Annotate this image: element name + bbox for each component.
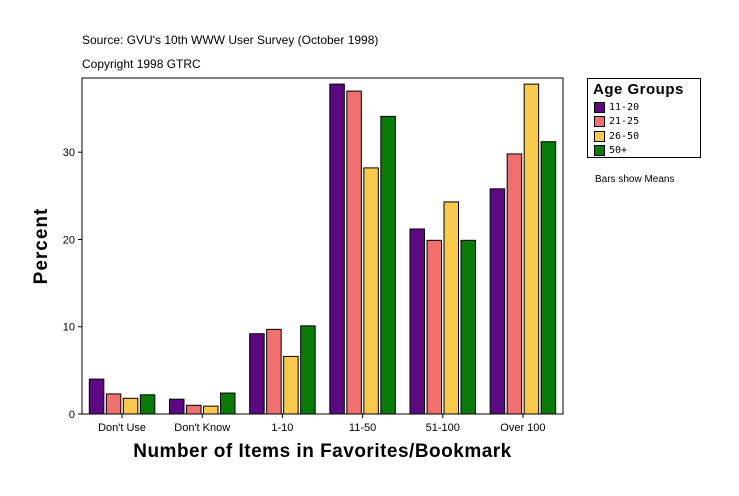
copyright-text: Copyright 1998 GTRC	[82, 57, 201, 71]
bar	[346, 90, 362, 415]
bar	[363, 167, 379, 415]
legend-swatch	[594, 130, 605, 142]
legend-label: 21-25	[609, 116, 640, 127]
bar	[329, 83, 345, 415]
plot-frame	[81, 77, 564, 415]
bar	[283, 355, 299, 415]
x-tick-label: Don't Know	[174, 422, 230, 434]
y-tick-label: 20	[63, 234, 75, 246]
bar	[266, 328, 282, 415]
y-tick-label: 0	[69, 409, 75, 421]
legend-label: 50+	[609, 145, 628, 156]
bar	[88, 378, 105, 415]
bar	[169, 398, 185, 415]
chart-note: Bars show Means	[595, 174, 675, 185]
source-text: Source: GVU's 10th WWW User Survey (Octo…	[82, 33, 379, 47]
x-tick-label: 1-10	[271, 422, 293, 434]
legend-swatch	[594, 101, 605, 113]
legend-item: 26-50	[594, 130, 639, 142]
bar	[122, 397, 139, 415]
x-tick-label: 11-50	[349, 422, 376, 434]
y-axis-label: Percent	[31, 208, 52, 285]
bar	[380, 115, 396, 415]
bar	[426, 239, 442, 415]
legend-swatch	[594, 145, 605, 156]
legend-label: 11-20	[609, 101, 640, 113]
bar	[186, 404, 202, 415]
x-tick-label: Over 100	[500, 422, 545, 434]
x-axis-label: Number of Items in Favorites/Bookmark	[133, 441, 512, 462]
bar	[489, 188, 506, 415]
y-tick-label: 30	[63, 147, 75, 159]
legend-title: Age Groups	[593, 81, 684, 98]
bar	[506, 153, 523, 415]
x-tick-label: 51-100	[426, 422, 460, 434]
bar	[523, 83, 540, 415]
legend-label: 26-50	[609, 130, 640, 142]
bar	[409, 228, 425, 415]
bar	[443, 201, 459, 415]
legend-item: 21-25	[594, 116, 639, 128]
legend-item: 50+	[594, 145, 627, 157]
bar	[105, 393, 122, 415]
bar	[139, 394, 156, 415]
legend-swatch	[594, 116, 605, 127]
bar	[300, 325, 316, 415]
y-tick-label: 10	[63, 322, 75, 334]
x-tick-label: Don't Use	[98, 422, 146, 434]
bar	[220, 392, 236, 415]
bar	[203, 405, 219, 415]
bar	[540, 141, 557, 415]
bar	[249, 333, 265, 415]
legend-item: 11-20	[594, 101, 639, 113]
legend: Age Groups 11-20 21-25 26-50 50+	[587, 78, 701, 158]
bar	[460, 239, 476, 415]
